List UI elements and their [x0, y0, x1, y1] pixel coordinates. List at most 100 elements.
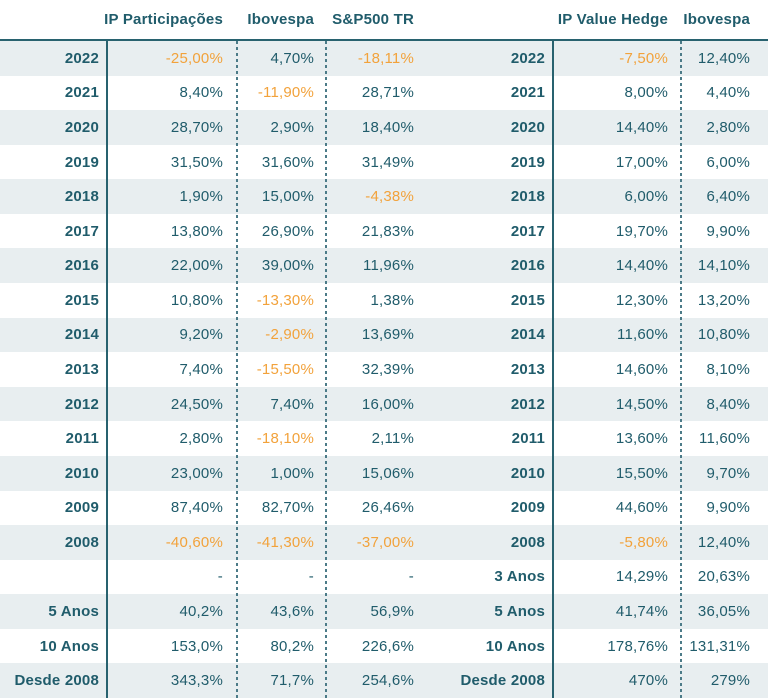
row-label: 2008: [510, 533, 545, 551]
row-label: Desde 2008: [14, 672, 99, 690]
value-cell: 1,38%: [370, 291, 414, 309]
value-cell: 17,00%: [615, 153, 668, 171]
value-cell: 9,90%: [706, 222, 750, 240]
value-cell: -25,00%: [165, 49, 223, 67]
value-cell: 21,83%: [361, 222, 414, 240]
row-label: 2018: [64, 188, 99, 206]
table-row: 2018 1,90% 15,00% -4,38% 2018 6,00% 6,40%: [0, 179, 768, 214]
row-label: 2013: [510, 360, 545, 378]
row-label: 2009: [510, 499, 545, 517]
value-cell: 22,00%: [170, 257, 223, 275]
row-label: 2019: [510, 153, 545, 171]
value-cell: 9,70%: [706, 464, 750, 482]
row-label: 2022: [510, 49, 545, 67]
header-spacer-right: [424, 0, 553, 39]
value-cell: 12,40%: [697, 533, 750, 551]
value-cell: 14,50%: [615, 395, 668, 413]
row-label: 2016: [64, 257, 99, 275]
table-row: 2015 10,80% -13,30% 1,38% 2015 12,30% 13,20%: [0, 283, 768, 318]
row-label: 2013: [64, 360, 99, 378]
value-cell: 9,90%: [706, 499, 750, 517]
value-cell: 31,60%: [261, 153, 314, 171]
value-cell: 226,6%: [361, 637, 414, 655]
value-cell: 13,60%: [615, 430, 668, 448]
value-cell: 2,80%: [706, 118, 750, 136]
row-label: 2012: [510, 395, 545, 413]
value-cell: -18,11%: [357, 49, 414, 67]
row-label: 2019: [64, 153, 99, 171]
row-label: 2017: [64, 222, 99, 240]
value-cell: 87,40%: [170, 499, 223, 517]
column-header-ibovespa-right: Ibovespa: [683, 11, 750, 28]
value-cell: 13,69%: [361, 326, 414, 344]
value-cell: -2,90%: [265, 326, 314, 344]
table-row: 2008 -40,60% -41,30% -37,00% 2008 -5,80% 12,40…: [0, 525, 768, 560]
table-row: 2009 87,40% 82,70% 26,46% 2009 44,60% 9,90%: [0, 490, 768, 526]
value-cell: 12,30%: [615, 291, 668, 309]
table-body: 2022 -25,00% 4,70% -18,11% 2022 -7,50% 12,40% 2…: [0, 41, 768, 698]
value-cell: 7,40%: [179, 360, 223, 378]
value-cell: 9,20%: [179, 326, 223, 344]
value-cell: 12,40%: [697, 49, 750, 67]
row-label: 2016: [510, 257, 545, 275]
row-label: 2008: [64, 533, 99, 551]
value-cell: 56,9%: [370, 603, 414, 621]
row-label: 5 Anos: [494, 603, 545, 621]
value-cell: 28,71%: [361, 84, 414, 102]
value-cell: 24,50%: [170, 395, 223, 413]
value-cell: -41,30%: [256, 533, 314, 551]
table-row: 2011 2,80% -18,10% 2,11% 2011 13,60% 11,60%: [0, 421, 768, 456]
table-row: 10 Anos 153,0% 80,2% 226,6% 10 Anos 178,76% 13…: [0, 628, 768, 664]
value-cell: 43,6%: [270, 603, 314, 621]
row-label: 2012: [64, 395, 99, 413]
value-cell: -: [308, 568, 314, 586]
value-cell: 6,40%: [706, 188, 750, 206]
value-cell: 82,70%: [261, 499, 314, 517]
row-label: 5 Anos: [48, 603, 99, 621]
table-row: 2013 7,40% -15,50% 32,39% 2013 14,60% 8,10%: [0, 352, 768, 387]
value-cell: 18,40%: [361, 118, 414, 136]
row-label: 2010: [64, 464, 99, 482]
value-cell: 8,10%: [706, 360, 750, 378]
value-cell: 32,39%: [361, 360, 414, 378]
value-cell: -5,80%: [619, 533, 668, 551]
table-row: Desde 2008 343,3% 71,7% 254,6% Desde 2008 470…: [0, 663, 768, 698]
value-cell: 4,40%: [706, 84, 750, 102]
value-cell: 8,00%: [624, 84, 668, 102]
value-cell: 178,76%: [607, 637, 668, 655]
value-cell: 8,40%: [179, 84, 223, 102]
table-row: 2019 31,50% 31,60% 31,49% 2019 17,00% 6,00%: [0, 144, 768, 180]
value-cell: 279%: [710, 672, 750, 690]
header-spacer-left: [0, 0, 107, 39]
value-cell: 44,60%: [615, 499, 668, 517]
value-cell: 343,3%: [170, 672, 223, 690]
value-cell: 2,90%: [270, 118, 314, 136]
table-row: 2022 -25,00% 4,70% -18,11% 2022 -7,50% 12,40%: [0, 41, 768, 76]
table-row: - - - 3 Anos 14,29% 20,63%: [0, 559, 768, 595]
column-header-ip-value-hedge: IP Value Hedge: [557, 11, 668, 28]
value-cell: -37,00%: [356, 533, 414, 551]
value-cell: 13,20%: [697, 291, 750, 309]
value-cell: 7,40%: [270, 395, 314, 413]
row-label: 10 Anos: [485, 637, 545, 655]
value-cell: -13,30%: [256, 291, 314, 309]
row-label: 3 Anos: [494, 568, 545, 586]
table-row: 2021 8,40% -11,90% 28,71% 2021 8,00% 4,40%: [0, 75, 768, 111]
value-cell: 2,80%: [179, 430, 223, 448]
value-cell: 14,29%: [615, 568, 668, 586]
value-cell: 31,50%: [170, 153, 223, 171]
value-cell: 10,80%: [697, 326, 750, 344]
value-cell: -11,90%: [257, 84, 314, 102]
value-cell: 2,11%: [371, 430, 414, 448]
value-cell: 1,90%: [179, 188, 223, 206]
value-cell: 15,06%: [361, 464, 414, 482]
value-cell: 14,10%: [697, 257, 750, 275]
row-label: 2009: [64, 499, 99, 517]
row-label: Desde 2008: [460, 672, 545, 690]
row-label: 2014: [64, 326, 99, 344]
value-cell: 14,40%: [615, 257, 668, 275]
table-row: 2020 28,70% 2,90% 18,40% 2020 14,40% 2,80%: [0, 110, 768, 145]
value-cell: -7,50%: [619, 49, 668, 67]
value-cell: 40,2%: [179, 603, 223, 621]
